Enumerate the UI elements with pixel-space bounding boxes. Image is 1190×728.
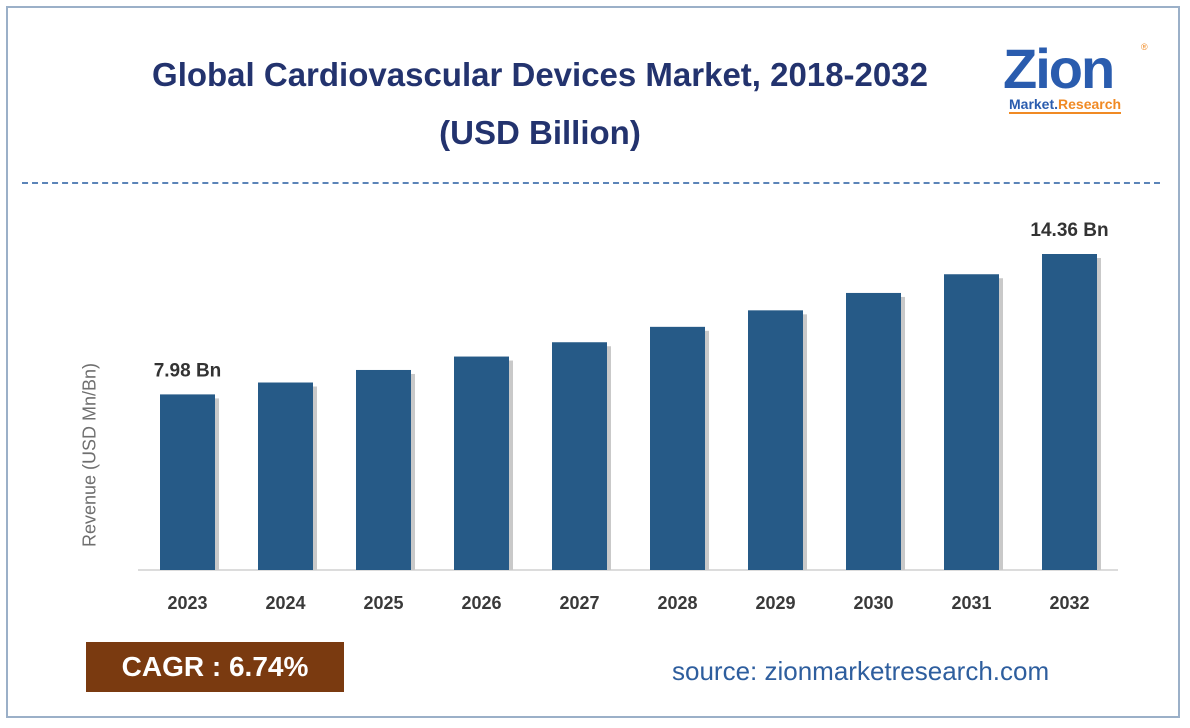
bar-2025	[356, 369, 411, 570]
x-tick-label-2032: 2032	[1049, 593, 1089, 613]
bar-2026	[454, 356, 509, 570]
zion-logo: Zion ® Market.Research	[1003, 40, 1153, 120]
title-line-2: (USD Billion)	[439, 114, 641, 151]
bar-2030	[846, 292, 901, 570]
bar-2023	[160, 394, 215, 570]
logo-wordmark: Zion	[1003, 37, 1115, 100]
x-tick-label-2027: 2027	[559, 593, 599, 613]
title-divider	[22, 182, 1160, 184]
bar-2031	[944, 274, 999, 570]
logo-sub-right: Research	[1058, 96, 1122, 112]
bar-2032	[1042, 254, 1097, 570]
logo-subtitle: Market.Research	[1009, 96, 1122, 114]
x-tick-label-2029: 2029	[755, 593, 795, 613]
x-tick-label-2031: 2031	[951, 593, 991, 613]
bar-2027	[552, 342, 607, 570]
cagr-badge: CAGR : 6.74%	[86, 642, 344, 692]
x-tick-label-2030: 2030	[853, 593, 893, 613]
data-label-2023: 7.98 Bn	[154, 360, 222, 381]
x-tick-label-2028: 2028	[657, 593, 697, 613]
x-tick-label-2024: 2024	[265, 593, 305, 613]
logo-sub-left: Market.	[1009, 96, 1059, 112]
bar-2024	[258, 382, 313, 570]
x-tick-label-2025: 2025	[363, 593, 403, 613]
chart-title: Global Cardiovascular Devices Market, 20…	[60, 46, 1020, 162]
bar-2029	[748, 310, 803, 570]
x-tick-label-2026: 2026	[461, 593, 501, 613]
x-tick-label-2023: 2023	[167, 593, 207, 613]
title-line-1: Global Cardiovascular Devices Market, 20…	[152, 56, 928, 93]
logo-registered-mark: ®	[1141, 42, 1148, 52]
data-label-2032: 14.36 Bn	[1030, 220, 1108, 241]
bar-2028	[650, 326, 705, 570]
source-text: source: zionmarketresearch.com	[672, 656, 1050, 686]
